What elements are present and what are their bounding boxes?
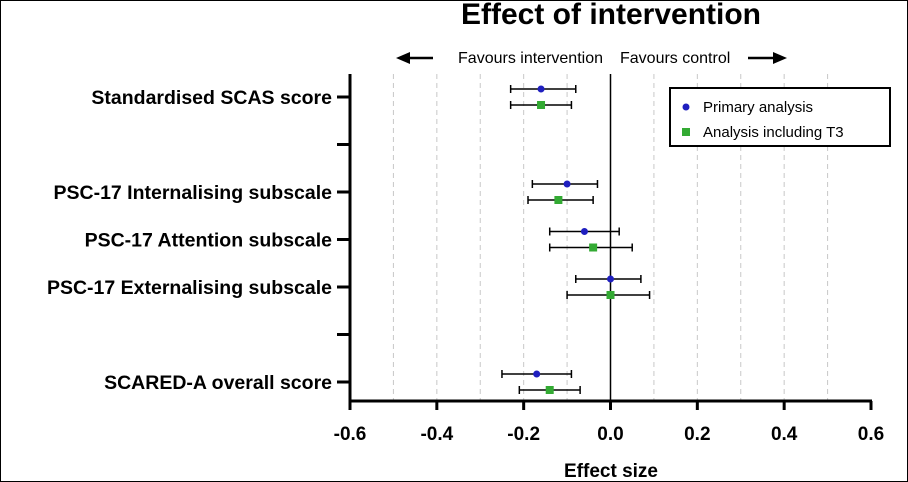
estimate-point-t3 <box>554 196 563 204</box>
right-arrow-icon <box>748 52 787 64</box>
category-label: SCARED-A overall score <box>104 372 332 394</box>
category-labels: Standardised SCAS score PSC-17 Internalis… <box>47 87 332 394</box>
estimate-point-primary <box>563 180 571 188</box>
favours-annotation: Favours intervention Favours control <box>396 50 787 67</box>
estimate-point-primary <box>607 275 614 283</box>
legend: Primary analysis Analysis including T3 <box>669 87 891 147</box>
estimate-point-t3 <box>606 291 615 299</box>
estimate-point-t3 <box>589 243 598 252</box>
x-tick-label: 0.4 <box>771 424 798 445</box>
category-label: PSC-17 Externalising subscale <box>47 277 332 299</box>
estimate-point-primary <box>537 85 545 93</box>
estimate-point-primary <box>580 228 588 235</box>
legend-marker-primary <box>682 103 690 111</box>
x-tick-label: -0.4 <box>420 424 453 445</box>
x-axis-label: Effect size <box>564 461 658 482</box>
favours-control-label: Favours control <box>620 50 730 67</box>
y-ticks <box>337 95 350 384</box>
estimate-point-t3 <box>537 101 546 109</box>
category-label: PSC-17 Internalising subscale <box>53 182 332 204</box>
x-tick-label: -0.6 <box>334 424 367 445</box>
data-marks <box>501 85 651 394</box>
category-label: Standardised SCAS score <box>91 87 332 109</box>
favours-intervention-label: Favours intervention <box>458 50 603 67</box>
estimate-point-primary <box>533 370 541 378</box>
chart-title: Effect of intervention <box>461 0 761 31</box>
x-tick-label: 0.0 <box>597 424 623 445</box>
legend-label-t3: Analysis including T3 <box>703 124 844 141</box>
x-ticks: -0.6 -0.4 -0.2 0.0 0.2 0.4 0.6 <box>334 401 884 445</box>
left-arrow-icon <box>396 52 433 64</box>
x-tick-label: -0.2 <box>507 424 540 445</box>
x-tick-label: 0.2 <box>684 424 710 445</box>
legend-label-primary: Primary analysis <box>703 99 813 116</box>
legend-marker-t3 <box>682 128 690 136</box>
x-tick-label: 0.6 <box>858 424 884 445</box>
category-label: PSC-17 Attention subscale <box>85 230 333 252</box>
estimate-point-t3 <box>545 386 554 394</box>
legend-box <box>669 87 891 147</box>
